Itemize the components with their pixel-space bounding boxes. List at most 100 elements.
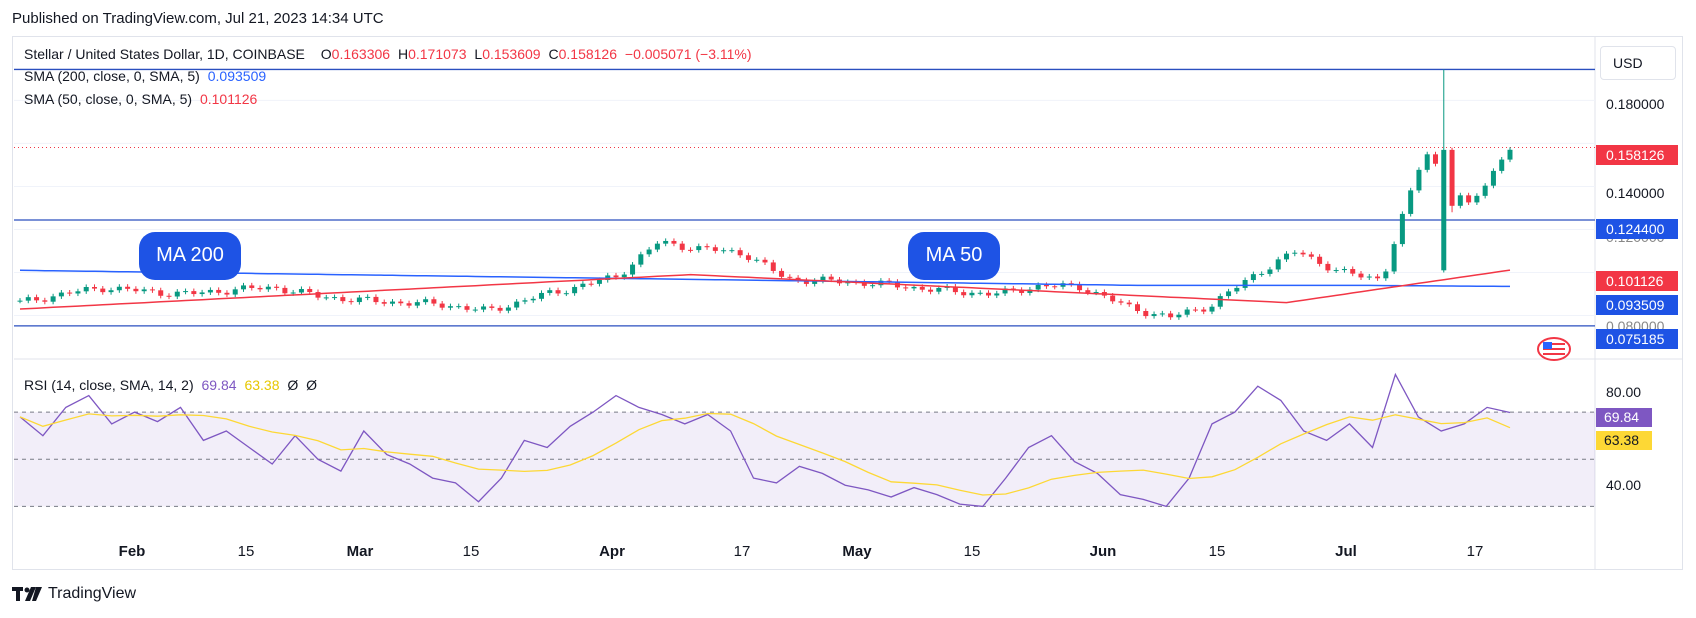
candle-body <box>1201 309 1207 312</box>
support-price-tag: 0.075185 <box>1596 329 1678 349</box>
candle-body <box>1250 274 1256 281</box>
footer-brand-text: TradingView <box>48 585 137 602</box>
candle-body <box>75 291 81 294</box>
candle-body <box>828 276 834 280</box>
candle-body <box>1284 253 1289 260</box>
candle-body <box>1093 292 1099 294</box>
last-price-tag: 0.158126 <box>1596 145 1678 165</box>
candle-body <box>1341 269 1347 271</box>
candle-body <box>986 292 991 296</box>
time-axis-label: 15 <box>1208 543 1226 560</box>
legend-rsi-row[interactable]: RSI (14, close, SMA, 14, 2) 69.84 63.38 … <box>24 377 321 393</box>
legend-sma200-row[interactable]: SMA (200, close, 0, SMA, 5) 0.093509 <box>24 68 270 84</box>
price-tick-0180: 0.180000 <box>1606 96 1665 112</box>
candle-body <box>125 286 131 289</box>
candle-body <box>447 306 453 308</box>
legend-symbol: Stellar / United States Dollar, 1D, COIN… <box>24 46 305 62</box>
candle-body <box>1176 314 1182 318</box>
candle-body <box>224 292 230 295</box>
candle-body <box>621 274 627 278</box>
candle-body <box>646 249 652 255</box>
candle-body <box>903 287 909 289</box>
candle-body <box>737 250 743 256</box>
legend-h-label: H <box>397 46 409 62</box>
candle-body <box>249 285 255 288</box>
legend-sma200-label: SMA (200, close, 0, SMA, 5) <box>24 68 200 84</box>
candle-body <box>274 286 280 288</box>
sma50-price-tag: 0.101126 <box>1596 271 1678 291</box>
candle-body <box>1399 213 1405 245</box>
candle-body <box>1482 185 1488 196</box>
candle-body <box>654 243 660 250</box>
published-caption: Published on TradingView.com, Jul 21, 20… <box>12 10 384 27</box>
candle-body <box>100 288 106 293</box>
candle-body <box>1416 169 1422 191</box>
candle-body <box>630 264 636 275</box>
candle-body <box>572 286 578 294</box>
candle-body <box>688 249 693 251</box>
candle-body <box>762 259 768 263</box>
candle-body <box>199 292 205 295</box>
tradingview-logo-icon <box>12 587 42 601</box>
candle-body <box>754 259 760 261</box>
candle-body <box>58 292 64 297</box>
candle-body <box>1383 271 1389 279</box>
candle-body <box>580 283 586 287</box>
candle-body <box>1350 269 1356 274</box>
time-axis-label: Feb <box>118 543 146 560</box>
time-axis-label: Jun <box>1089 543 1117 560</box>
candle-body <box>563 293 569 295</box>
sma200-price-tag: 0.093509 <box>1596 295 1678 315</box>
candle-body <box>423 299 429 303</box>
candle-body <box>307 289 313 293</box>
ma50-callout: MA 50 <box>908 232 1000 280</box>
candle-body <box>489 306 495 308</box>
candle-body <box>373 296 379 303</box>
legend-sma50-row[interactable]: SMA (50, close, 0, SMA, 5) 0.101126 <box>24 91 261 107</box>
legend-rsi-empty-1: Ø <box>287 377 299 393</box>
footer-brand[interactable]: TradingView <box>12 585 136 603</box>
candle-body <box>911 286 917 289</box>
candle-body <box>1135 304 1140 312</box>
candle-body <box>497 307 503 311</box>
candle-body <box>522 300 528 302</box>
candle-body <box>721 250 727 252</box>
candle-body <box>1391 244 1397 272</box>
ma200-callout: MA 200 <box>139 232 241 280</box>
candle-body <box>1325 263 1331 271</box>
legend-c-label: C <box>548 46 559 62</box>
candle-body <box>861 282 867 286</box>
candle-body <box>1143 311 1149 317</box>
candle-body <box>1217 296 1223 307</box>
candle-body <box>539 292 544 299</box>
candle-body <box>1052 286 1058 288</box>
sma200-line <box>19 269 1510 288</box>
legend-rsi-empty-2: Ø <box>306 377 318 393</box>
candle-body <box>1077 284 1083 291</box>
currency-button[interactable]: USD <box>1600 46 1676 80</box>
candle-body <box>1019 289 1025 293</box>
candle-body <box>729 250 735 252</box>
rsi-band <box>14 412 1595 507</box>
candle-body <box>390 301 395 304</box>
candle-body <box>1275 259 1281 270</box>
candle-body <box>952 286 958 293</box>
candle-body <box>166 295 172 297</box>
candle-body <box>1126 302 1132 305</box>
candle-body <box>1457 195 1463 206</box>
candle-body <box>1192 309 1198 311</box>
time-axis-label: Apr <box>599 543 625 560</box>
candle-body <box>257 287 263 290</box>
candle-body <box>886 280 892 282</box>
candle-body <box>1226 291 1232 297</box>
candle-body <box>870 285 876 287</box>
candle-body <box>1441 149 1447 271</box>
candle-body <box>340 297 346 302</box>
candle-body <box>116 286 122 291</box>
candle-body <box>1242 280 1248 288</box>
candle-body <box>67 292 73 294</box>
candle-body <box>298 289 304 293</box>
us-flag-icon[interactable] <box>1537 337 1571 361</box>
time-axis-label: 15 <box>963 543 981 560</box>
